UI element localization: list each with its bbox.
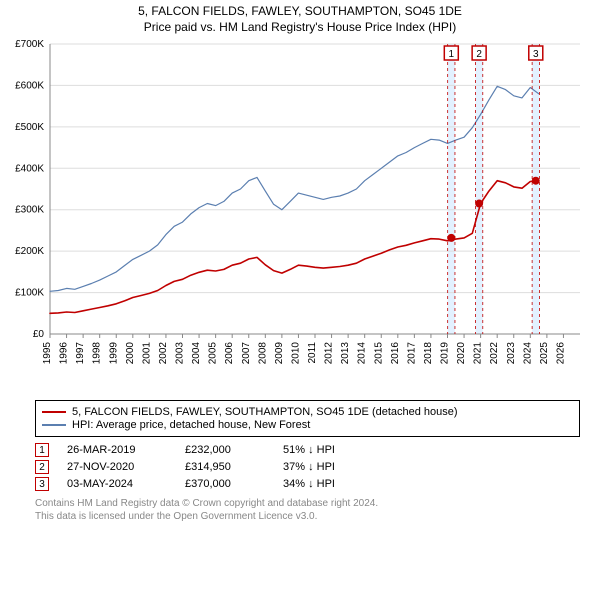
x-tick-label: 2007 [241, 342, 252, 365]
y-tick-label: £600K [15, 80, 44, 91]
legend-row: 5, FALCON FIELDS, FAWLEY, SOUTHAMPTON, S… [42, 406, 573, 418]
legend-label: HPI: Average price, detached house, New … [72, 419, 310, 431]
x-tick-label: 2021 [473, 342, 484, 365]
x-tick-label: 1996 [59, 342, 70, 365]
legend-swatch [42, 424, 66, 426]
y-tick-label: £300K [15, 205, 44, 216]
sales-table: 1 26-MAR-2019 £232,000 51% ↓ HPI 2 27-NOV-202… [35, 443, 580, 491]
x-tick-label: 2020 [456, 342, 467, 365]
chart-svg: £0 £100K £200K £300K £400K £500K £600K £700K 199… [0, 34, 600, 394]
x-tick-label: 2009 [274, 342, 285, 365]
x-tick-label: 2023 [506, 342, 517, 365]
x-tick-label: 1995 [42, 342, 53, 365]
sales-marker-icon: 2 [35, 460, 49, 474]
y-tick-label: £0 [33, 329, 45, 340]
x-tick-label: 2026 [555, 342, 566, 365]
sales-price: £370,000 [185, 478, 265, 490]
sales-date: 27-NOV-2020 [67, 461, 167, 473]
sale-marker-number: 3 [533, 49, 539, 60]
x-tick-label: 2024 [522, 342, 533, 365]
x-tick-label: 2018 [423, 342, 434, 365]
y-tick-label: £700K [15, 39, 44, 50]
sales-date: 03-MAY-2024 [67, 478, 167, 490]
chart-area: £0 £100K £200K £300K £400K £500K £600K £700K 199… [0, 34, 600, 394]
x-tick-label: 2017 [406, 342, 417, 365]
sales-price: £314,950 [185, 461, 265, 473]
chart-title: 5, FALCON FIELDS, FAWLEY, SOUTHAMPTON, S… [0, 4, 600, 18]
footer-note: Contains HM Land Registry data © Crown c… [35, 497, 580, 523]
y-tick-label: £400K [15, 163, 44, 174]
sale-point [447, 234, 455, 242]
sales-hpi: 37% ↓ HPI [283, 461, 335, 473]
sales-price: £232,000 [185, 444, 265, 456]
x-tick-label: 2015 [373, 342, 384, 365]
y-tick-label: £500K [15, 122, 44, 133]
x-tick-label: 2001 [141, 342, 152, 365]
sale-point [532, 177, 540, 185]
x-tick-label: 2022 [489, 342, 500, 365]
sales-hpi: 51% ↓ HPI [283, 444, 335, 456]
titles: 5, FALCON FIELDS, FAWLEY, SOUTHAMPTON, S… [0, 0, 600, 34]
chart-subtitle: Price paid vs. HM Land Registry's House … [0, 20, 600, 34]
x-tick-label: 2014 [357, 342, 368, 365]
x-tick-label: 1998 [92, 342, 103, 365]
x-tick-label: 2003 [175, 342, 186, 365]
y-tick-label: £200K [15, 246, 44, 257]
x-tick-label: 2004 [191, 342, 202, 365]
legend-label: 5, FALCON FIELDS, FAWLEY, SOUTHAMPTON, S… [72, 406, 458, 418]
footer-line-1: Contains HM Land Registry data © Crown c… [35, 497, 580, 510]
legend-row: HPI: Average price, detached house, New … [42, 419, 573, 431]
x-tick-label: 2013 [340, 342, 351, 365]
y-tick-label: £100K [15, 288, 44, 299]
x-tick-label: 1999 [108, 342, 119, 365]
x-tick-label: 2002 [158, 342, 169, 365]
x-tick-label: 2011 [307, 342, 318, 364]
sales-row: 2 27-NOV-2020 £314,950 37% ↓ HPI [35, 460, 580, 474]
sale-band [448, 44, 455, 334]
sale-point [475, 200, 483, 208]
x-tick-label: 1997 [75, 342, 86, 365]
legend: 5, FALCON FIELDS, FAWLEY, SOUTHAMPTON, S… [35, 400, 580, 437]
sales-marker-icon: 3 [35, 477, 49, 491]
x-tick-label: 2005 [208, 342, 219, 365]
x-tick-label: 2000 [125, 342, 136, 365]
legend-swatch [42, 411, 66, 413]
sales-row: 3 03-MAY-2024 £370,000 34% ↓ HPI [35, 477, 580, 491]
x-tick-label: 2008 [257, 342, 268, 365]
x-tick-label: 2012 [324, 342, 335, 365]
sales-hpi: 34% ↓ HPI [283, 478, 335, 490]
sale-marker-number: 2 [476, 49, 482, 60]
sales-marker-icon: 1 [35, 443, 49, 457]
x-tick-label: 2006 [224, 342, 235, 365]
footer-line-2: This data is licensed under the Open Gov… [35, 510, 580, 523]
sale-band [532, 44, 539, 334]
chart-container: 5, FALCON FIELDS, FAWLEY, SOUTHAMPTON, S… [0, 0, 600, 523]
x-tick-label: 2010 [290, 342, 301, 365]
x-tick-label: 2019 [440, 342, 451, 365]
sale-band [475, 44, 482, 334]
sales-date: 26-MAR-2019 [67, 444, 167, 456]
x-tick-label: 2016 [390, 342, 401, 365]
x-tick-label: 2025 [539, 342, 550, 365]
sales-row: 1 26-MAR-2019 £232,000 51% ↓ HPI [35, 443, 580, 457]
sale-marker-number: 1 [449, 49, 455, 60]
